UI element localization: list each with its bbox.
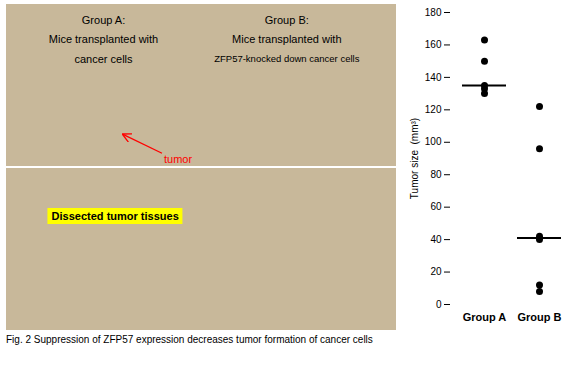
svg-text:160: 160 [425, 39, 442, 50]
svg-text:180: 180 [425, 7, 442, 18]
svg-text:tumor: tumor [164, 153, 192, 165]
svg-text:60: 60 [430, 201, 442, 212]
html-text:cancer cells: cancer cells [74, 52, 133, 65]
html-text:Mice transplanted with: Mice transplanted with [48, 33, 159, 46]
svg-text:0: 0 [436, 299, 442, 310]
svg-text:40: 40 [430, 234, 442, 245]
html-text:Mice transplanted with: Mice transplanted with [232, 33, 342, 46]
html-text:Dissected tumor tissues: Dissected tumor tissues [51, 209, 179, 222]
svg-text:Tumor size (mm³): Tumor size (mm³) [409, 118, 420, 199]
svg-text:Group B: Group B [518, 311, 562, 323]
html-text:Group B:: Group B: [264, 13, 309, 26]
html-text:Fig. 2 Suppression of ZFP57 ex: Fig. 2 Suppression of ZFP57 expression d… [6, 334, 373, 345]
html-text:Group A:: Group A: [81, 13, 126, 26]
svg-text:20: 20 [430, 266, 442, 277]
svg-text:100: 100 [425, 136, 442, 147]
svg-text:Group A: Group A [463, 311, 507, 323]
html-text:ZFP57-knocked down cancer cell: ZFP57-knocked down cancer cells [214, 52, 360, 64]
svg-text:140: 140 [425, 72, 442, 83]
svg-text:80: 80 [430, 169, 442, 180]
svg-text:120: 120 [425, 104, 442, 115]
